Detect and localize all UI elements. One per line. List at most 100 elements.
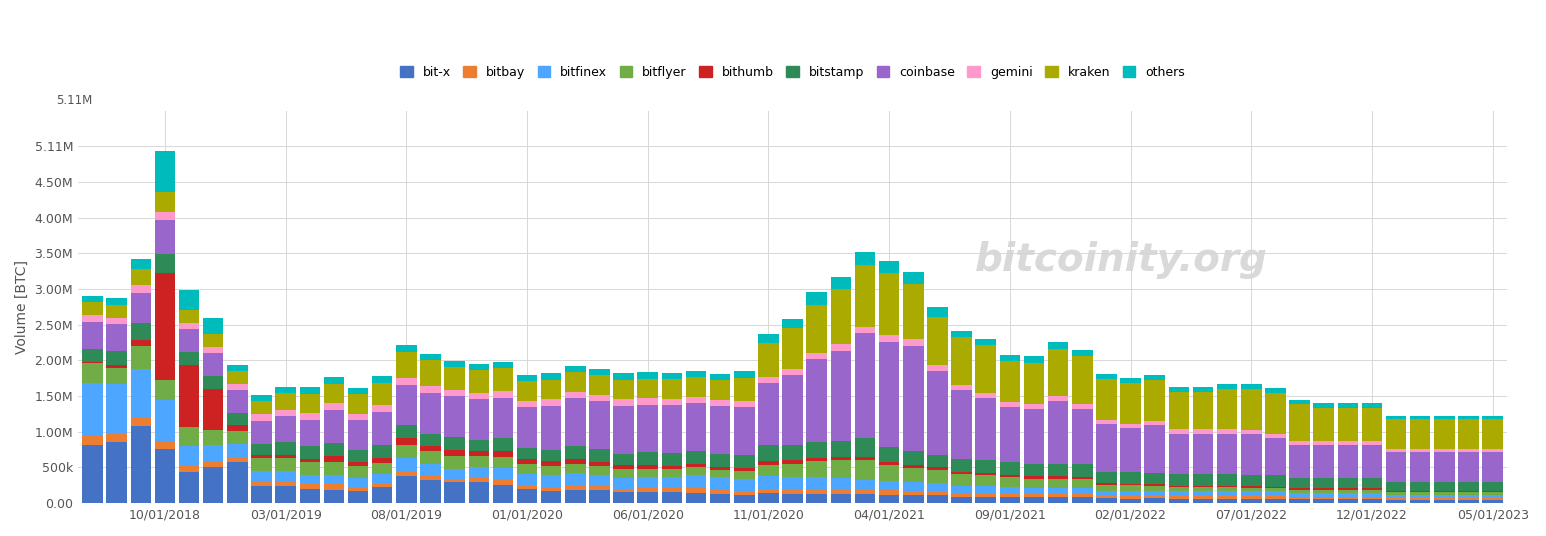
Bar [1241,486,1262,488]
Bar [1121,484,1141,485]
Bar [1458,492,1480,493]
Bar [903,495,923,503]
Bar [1048,497,1068,503]
Bar [951,493,972,497]
Bar [1483,452,1503,482]
Bar [82,436,102,445]
Bar [130,259,152,269]
Bar [203,445,224,461]
Bar [516,401,538,407]
Bar [275,393,295,410]
Bar [782,489,802,494]
Bar [637,488,659,493]
Bar [421,393,441,434]
Bar [107,368,127,384]
Bar [1458,419,1480,449]
Bar [468,451,489,456]
Bar [1217,389,1237,429]
Bar [1144,375,1166,380]
Bar [686,488,707,493]
Bar [82,302,102,316]
Bar [1289,497,1309,499]
Bar [855,457,875,460]
Bar [1169,434,1189,474]
Bar [82,383,102,436]
Bar [1483,493,1503,495]
Bar [179,466,199,472]
Bar [637,469,659,478]
Bar [493,468,513,480]
Bar [1217,434,1237,474]
Bar [1265,492,1286,496]
Bar [1169,387,1189,392]
Bar [348,450,368,461]
Bar [928,491,948,495]
Bar [179,352,199,364]
Bar [1385,500,1407,503]
Bar [566,464,586,473]
Bar [1289,489,1309,493]
Bar [1071,410,1093,464]
Bar [637,398,659,405]
Bar [928,470,948,483]
Bar [516,474,538,485]
Bar [227,371,247,384]
Y-axis label: Volume [BTC]: Volume [BTC] [15,260,29,354]
Bar [589,466,609,475]
Bar [1071,488,1093,493]
Bar [1192,434,1214,474]
Bar [878,465,900,481]
Bar [300,446,320,459]
Bar [227,444,247,457]
Bar [758,493,779,503]
Bar [1483,419,1503,449]
Bar [855,265,875,327]
Bar [637,452,659,465]
Bar [107,305,127,318]
Bar [1071,356,1093,404]
Bar [1385,449,1407,452]
Bar [130,323,152,340]
Bar [734,407,754,455]
Bar [1121,472,1141,484]
Bar [155,151,175,192]
Bar [830,351,852,442]
Bar [830,489,852,494]
Bar [614,379,634,399]
Bar [1241,384,1262,389]
Bar [1483,492,1503,493]
Bar [951,459,972,472]
Bar [1362,493,1382,497]
Bar [830,442,852,457]
Bar [807,359,827,443]
Bar [1289,493,1309,497]
Bar [1144,486,1166,490]
Bar [830,277,852,289]
Legend: bit-x, bitbay, bitfinex, bitflyer, bithumb, bitstamp, coinbase, gemini, kraken, : bit-x, bitbay, bitfinex, bitflyer, bithu… [400,66,1184,79]
Bar [1458,498,1480,500]
Bar [928,455,948,467]
Bar [686,467,707,475]
Bar [928,307,948,317]
Bar [1048,342,1068,348]
Bar [1023,363,1044,404]
Bar [348,394,368,414]
Bar [589,375,609,395]
Bar [130,340,152,346]
Bar [227,390,247,413]
Bar [493,451,513,457]
Bar [855,480,875,489]
Bar [686,464,707,467]
Bar [830,494,852,503]
Bar [1337,499,1357,503]
Bar [1483,500,1503,503]
Bar [1192,492,1214,496]
Bar [1217,492,1237,496]
Bar [758,383,779,445]
Bar [1314,493,1334,497]
Bar [252,421,272,444]
Bar [323,384,345,403]
Bar [493,362,513,368]
Bar [252,444,272,455]
Bar [710,470,730,478]
